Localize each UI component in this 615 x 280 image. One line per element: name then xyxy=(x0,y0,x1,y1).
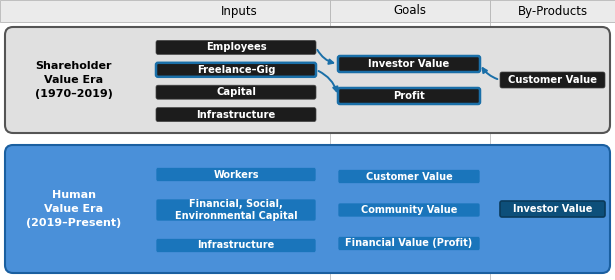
FancyBboxPatch shape xyxy=(5,145,610,273)
Text: Investor Value: Investor Value xyxy=(513,204,592,214)
Text: Community Value: Community Value xyxy=(361,205,457,215)
Text: Infrastructure: Infrastructure xyxy=(196,109,276,120)
FancyBboxPatch shape xyxy=(338,237,480,251)
FancyBboxPatch shape xyxy=(500,201,605,217)
Text: Human
Value Era
(2019–Present): Human Value Era (2019–Present) xyxy=(26,190,122,228)
FancyBboxPatch shape xyxy=(156,199,316,221)
Text: Freelance–Gig: Freelance–Gig xyxy=(197,65,276,75)
Text: Profit: Profit xyxy=(393,91,425,101)
FancyBboxPatch shape xyxy=(5,27,610,133)
FancyBboxPatch shape xyxy=(338,88,480,104)
Text: Infrastructure: Infrastructure xyxy=(197,241,275,251)
Text: Employees: Employees xyxy=(205,42,266,52)
Text: Shareholder
Value Era
(1970–2019): Shareholder Value Era (1970–2019) xyxy=(35,61,113,99)
FancyBboxPatch shape xyxy=(500,72,605,88)
FancyBboxPatch shape xyxy=(156,108,316,122)
FancyBboxPatch shape xyxy=(338,203,480,217)
FancyBboxPatch shape xyxy=(338,169,480,183)
Text: By-Products: By-Products xyxy=(517,4,587,17)
FancyBboxPatch shape xyxy=(338,56,480,72)
Text: Financial Value (Profit): Financial Value (Profit) xyxy=(346,239,472,249)
FancyBboxPatch shape xyxy=(156,63,316,77)
Text: Investor Value: Investor Value xyxy=(368,59,450,69)
Text: Customer Value: Customer Value xyxy=(366,171,453,181)
FancyBboxPatch shape xyxy=(0,0,615,22)
Text: Workers: Workers xyxy=(213,169,259,179)
Text: Capital: Capital xyxy=(216,87,256,97)
Text: Inputs: Inputs xyxy=(221,4,257,17)
FancyBboxPatch shape xyxy=(156,167,316,181)
FancyBboxPatch shape xyxy=(156,85,316,99)
Text: Goals: Goals xyxy=(394,4,426,17)
Text: Financial, Social,
Environmental Capital: Financial, Social, Environmental Capital xyxy=(175,199,297,221)
Text: Customer Value: Customer Value xyxy=(508,75,597,85)
FancyBboxPatch shape xyxy=(156,239,316,253)
FancyBboxPatch shape xyxy=(156,40,316,54)
